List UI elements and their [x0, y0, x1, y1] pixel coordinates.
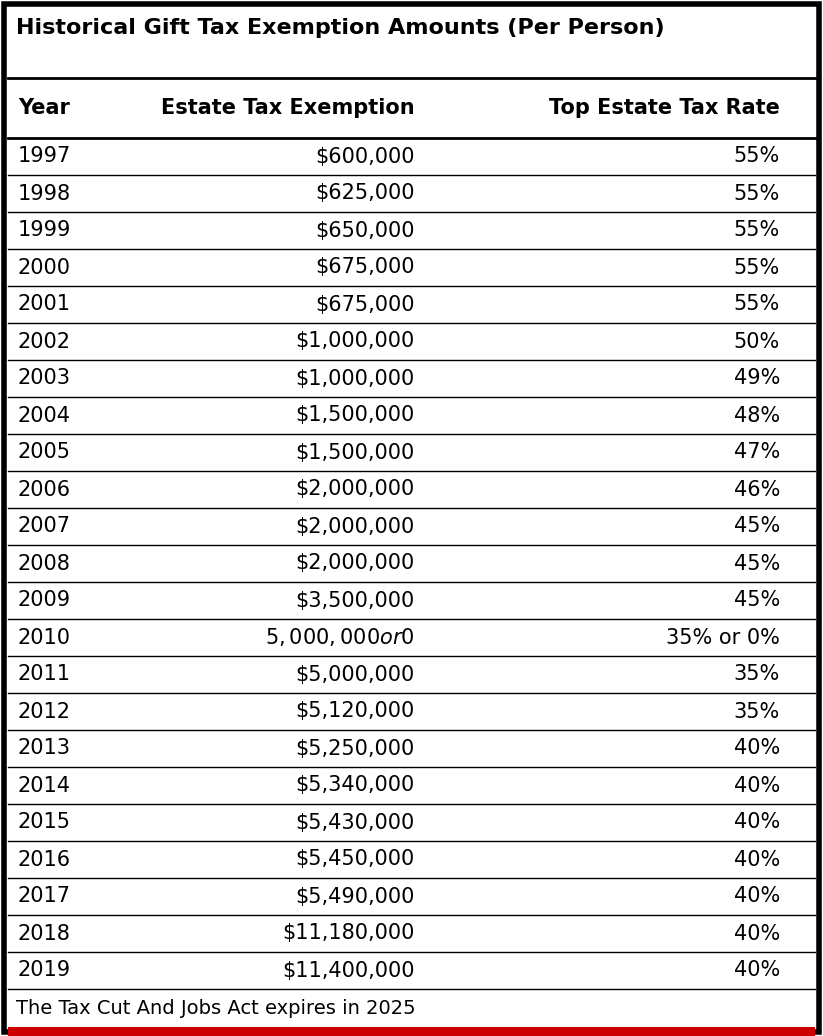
Text: $5,430,000: $5,430,000	[295, 812, 415, 833]
Text: $5,250,000: $5,250,000	[295, 739, 415, 758]
Text: 55%: 55%	[734, 294, 780, 315]
Text: 2018: 2018	[18, 923, 71, 944]
Text: 40%: 40%	[734, 739, 780, 758]
Text: $3,500,000: $3,500,000	[295, 591, 415, 610]
Text: 2011: 2011	[18, 664, 71, 685]
Text: The Tax Cut And Jobs Act expires in 2025: The Tax Cut And Jobs Act expires in 2025	[16, 999, 416, 1017]
Text: 2001: 2001	[18, 294, 71, 315]
Text: $675,000: $675,000	[315, 294, 415, 315]
Text: 2005: 2005	[18, 442, 71, 462]
Text: 40%: 40%	[734, 887, 780, 906]
Text: 35% or 0%: 35% or 0%	[666, 628, 780, 648]
Text: 46%: 46%	[733, 480, 780, 499]
Text: 2019: 2019	[18, 960, 71, 980]
Text: 50%: 50%	[734, 332, 780, 351]
Text: $5,120,000: $5,120,000	[295, 701, 415, 721]
Text: $11,180,000: $11,180,000	[282, 923, 415, 944]
Text: 2008: 2008	[18, 553, 71, 574]
Text: 45%: 45%	[734, 517, 780, 537]
Text: $5,340,000: $5,340,000	[295, 776, 415, 796]
Text: 2006: 2006	[18, 480, 71, 499]
Text: $1,000,000: $1,000,000	[295, 369, 415, 388]
Text: 48%: 48%	[734, 405, 780, 426]
Text: 35%: 35%	[734, 664, 780, 685]
Text: 2014: 2014	[18, 776, 71, 796]
Text: 55%: 55%	[734, 258, 780, 278]
Text: 2004: 2004	[18, 405, 71, 426]
Text: $1,500,000: $1,500,000	[295, 442, 415, 462]
Text: 2009: 2009	[18, 591, 71, 610]
Text: $5,000,000 or $0: $5,000,000 or $0	[265, 627, 415, 649]
Text: 2007: 2007	[18, 517, 71, 537]
Text: 55%: 55%	[734, 221, 780, 240]
Text: $1,000,000: $1,000,000	[295, 332, 415, 351]
Text: 2012: 2012	[18, 701, 71, 721]
Text: 1998: 1998	[18, 183, 71, 203]
Text: $5,490,000: $5,490,000	[295, 887, 415, 906]
Text: 40%: 40%	[734, 923, 780, 944]
Text: 55%: 55%	[734, 183, 780, 203]
Bar	[8, 1027, 815, 1036]
Text: $2,000,000: $2,000,000	[295, 480, 415, 499]
Text: 2015: 2015	[18, 812, 71, 833]
Text: $2,000,000: $2,000,000	[295, 553, 415, 574]
Text: $650,000: $650,000	[315, 221, 415, 240]
Text: 47%: 47%	[734, 442, 780, 462]
Text: $600,000: $600,000	[315, 146, 415, 167]
Text: 40%: 40%	[734, 960, 780, 980]
Text: 40%: 40%	[734, 776, 780, 796]
Text: 2000: 2000	[18, 258, 71, 278]
Text: $5,000,000: $5,000,000	[295, 664, 415, 685]
Text: 40%: 40%	[734, 812, 780, 833]
Text: $625,000: $625,000	[315, 183, 415, 203]
Text: 49%: 49%	[733, 369, 780, 388]
Text: Estate Tax Exemption: Estate Tax Exemption	[161, 98, 415, 118]
Text: 1999: 1999	[18, 221, 72, 240]
Text: 2013: 2013	[18, 739, 71, 758]
Text: 1997: 1997	[18, 146, 72, 167]
Text: $675,000: $675,000	[315, 258, 415, 278]
Text: 35%: 35%	[734, 701, 780, 721]
Text: 2016: 2016	[18, 850, 71, 869]
Text: $5,450,000: $5,450,000	[295, 850, 415, 869]
Text: 45%: 45%	[734, 553, 780, 574]
Text: 55%: 55%	[734, 146, 780, 167]
Text: 2017: 2017	[18, 887, 71, 906]
Text: Top Estate Tax Rate: Top Estate Tax Rate	[549, 98, 780, 118]
Text: 40%: 40%	[734, 850, 780, 869]
Text: 2002: 2002	[18, 332, 71, 351]
Text: $1,500,000: $1,500,000	[295, 405, 415, 426]
Text: $11,400,000: $11,400,000	[282, 960, 415, 980]
Text: $2,000,000: $2,000,000	[295, 517, 415, 537]
Text: Year: Year	[18, 98, 70, 118]
Text: 45%: 45%	[734, 591, 780, 610]
Text: 2003: 2003	[18, 369, 71, 388]
Text: 2010: 2010	[18, 628, 71, 648]
Text: Historical Gift Tax Exemption Amounts (Per Person): Historical Gift Tax Exemption Amounts (P…	[16, 18, 665, 38]
